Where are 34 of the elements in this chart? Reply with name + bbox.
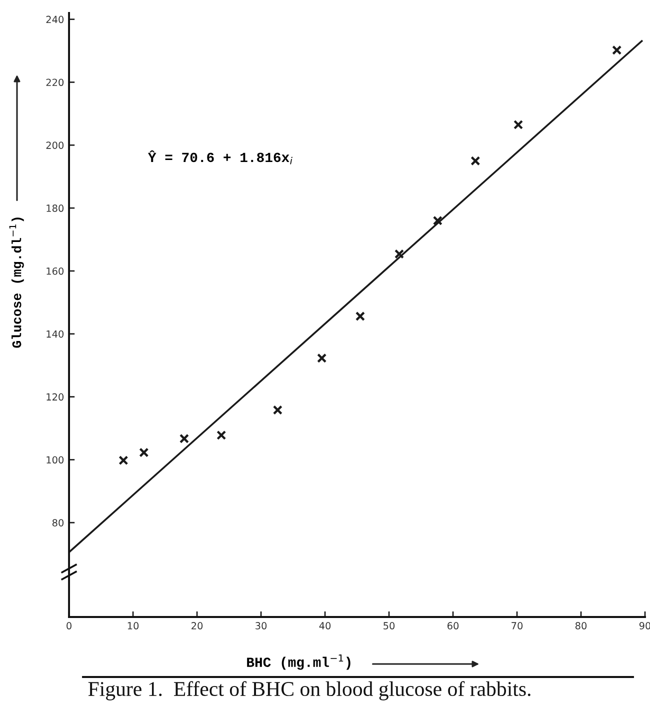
text: Figure 1. Effect of BHC on blood glucose of rabbits.: [88, 681, 530, 700]
y-tick-label: 100: [46, 456, 64, 464]
x-tick-label: 0: [66, 622, 72, 630]
x-tick-label: 60: [448, 622, 459, 630]
point: [432, 216, 442, 226]
y-tick-label: 200: [46, 142, 64, 149]
point: [470, 156, 480, 166]
x-tick-label: 70: [512, 622, 523, 630]
x-tick-label: 40: [319, 622, 331, 630]
x-tick-label: 20: [192, 622, 203, 630]
y-tick-label: 180: [46, 204, 64, 212]
point: [612, 45, 622, 55]
annotation: Ŷ = 70.6 + 1.816x$_{i}$: [148, 150, 292, 164]
y-tick-label: 80: [52, 519, 64, 526]
point: [216, 430, 226, 440]
y-tick-label: 160: [46, 267, 64, 275]
y-tick-label: 140: [46, 330, 64, 338]
x-tick-label: 30: [256, 622, 267, 630]
y-tick-label: 120: [46, 393, 64, 401]
x-tick-label: 50: [384, 622, 395, 630]
point: [118, 456, 128, 466]
x-tick-label: 80: [575, 622, 587, 630]
point: [179, 434, 190, 444]
point: [355, 311, 365, 322]
y-axis-title: Glucose (mg.dl$^{−1}$): [9, 218, 24, 348]
y-tick-label: 240: [46, 16, 64, 24]
point: [394, 249, 404, 259]
point: [317, 353, 327, 363]
x-axis-title: BHC (mg.ml$^{−1}$): [247, 654, 350, 670]
y-tick-label: 220: [46, 78, 64, 86]
point: [272, 405, 282, 415]
x-tick-label: 10: [128, 622, 139, 630]
point: [139, 448, 149, 458]
point: [514, 120, 524, 130]
